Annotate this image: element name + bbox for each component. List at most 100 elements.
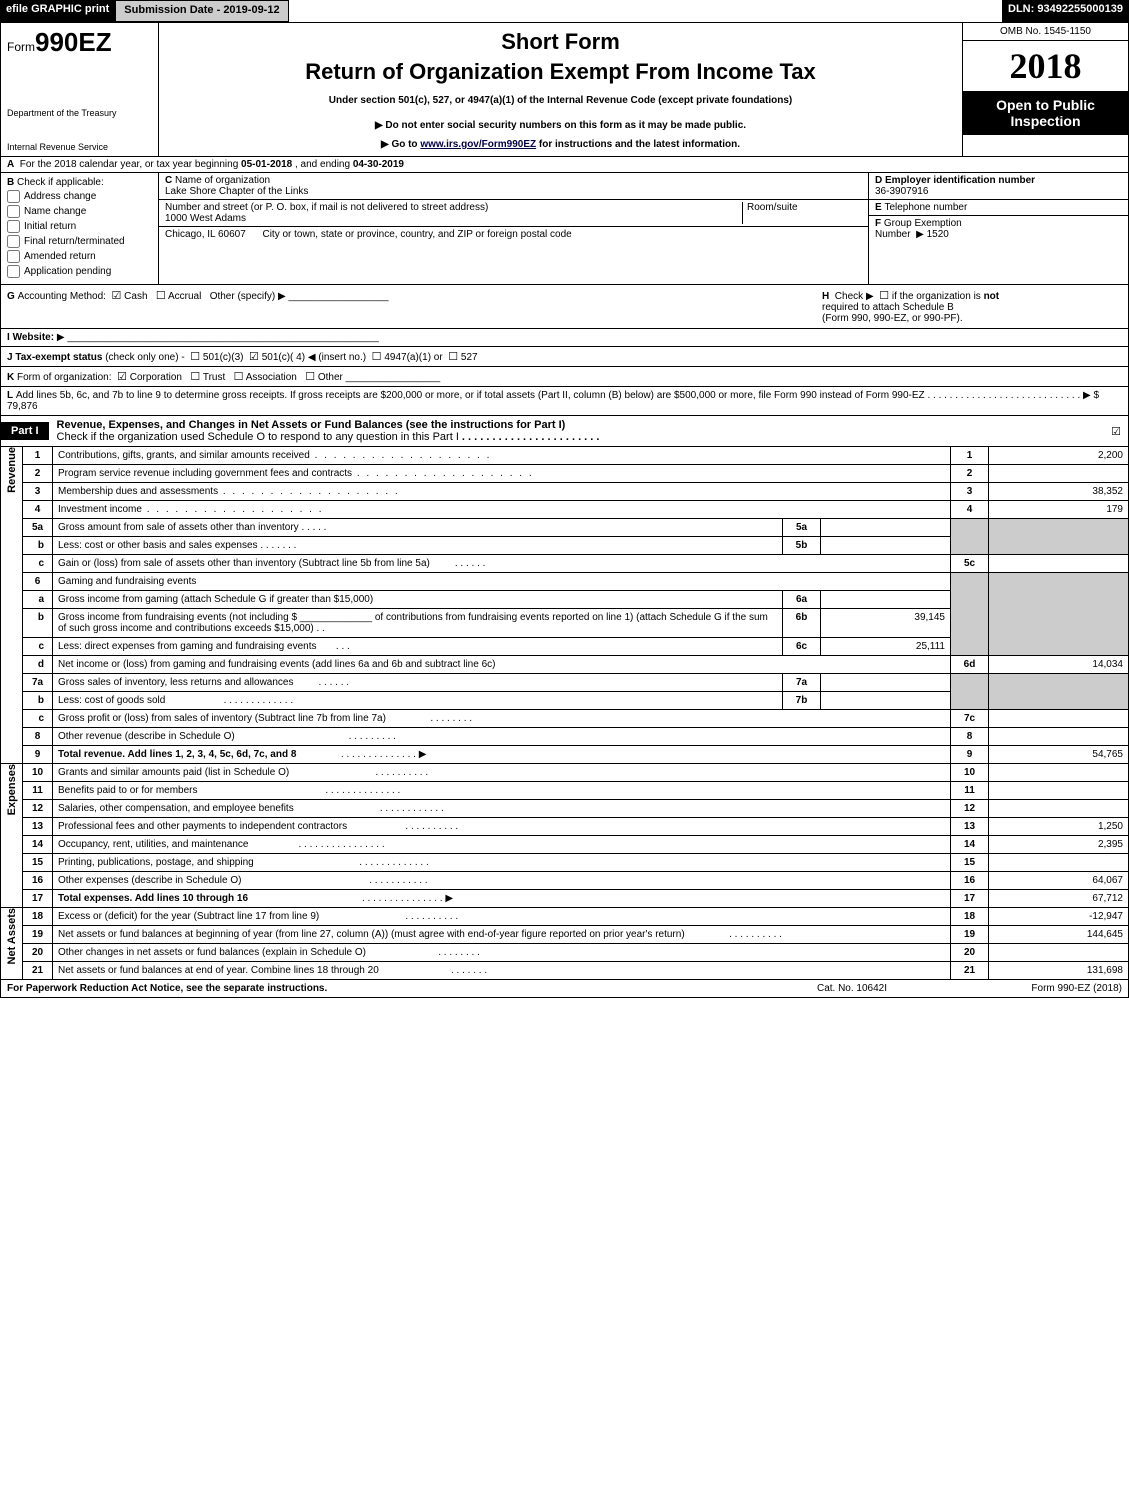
col-b-label: B bbox=[7, 177, 14, 188]
k-label: K bbox=[7, 372, 14, 383]
revenue-section: Revenue 1 Contributions, gifts, grants, … bbox=[0, 447, 1129, 764]
cb-address-change-input[interactable] bbox=[7, 190, 20, 203]
line-7b-sv bbox=[821, 692, 951, 710]
goto-link[interactable]: www.irs.gov/Form990EZ bbox=[420, 139, 536, 150]
cb-trust[interactable] bbox=[190, 372, 200, 383]
line-7c-val bbox=[989, 710, 1129, 728]
line-10-desc-text: Grants and similar amounts paid (list in… bbox=[58, 767, 289, 778]
cb-final-return-input[interactable] bbox=[7, 235, 20, 248]
top-spacer bbox=[289, 0, 1002, 22]
other-label: Other (specify) bbox=[210, 291, 276, 302]
website-arrow-icon bbox=[57, 332, 67, 343]
cb-h[interactable] bbox=[879, 291, 889, 302]
line-6a-num: a bbox=[23, 591, 53, 609]
shaded-5ab-val bbox=[989, 519, 1129, 555]
line-12-desc-text: Salaries, other compensation, and employ… bbox=[58, 803, 294, 814]
cb-527[interactable] bbox=[448, 352, 458, 363]
g-label: G bbox=[7, 291, 15, 302]
row-a-text1: For the 2018 calendar year, or tax year … bbox=[20, 159, 241, 170]
cb-corp[interactable] bbox=[117, 372, 127, 383]
line-16: 16 Other expenses (describe in Schedule … bbox=[23, 872, 1129, 890]
insert-no-label: (insert no.) bbox=[318, 352, 366, 363]
line-17-rn: 17 bbox=[951, 890, 989, 908]
line-8-rn: 8 bbox=[951, 728, 989, 746]
cb-application-pending-label: Application pending bbox=[24, 266, 111, 277]
col-e-label: E bbox=[875, 202, 882, 213]
cb-application-pending-input[interactable] bbox=[7, 265, 20, 278]
line-3-rn: 3 bbox=[951, 483, 989, 501]
line-2-desc: Program service revenue including govern… bbox=[53, 465, 951, 483]
cb-initial-return-input[interactable] bbox=[7, 220, 20, 233]
line-14: 14 Occupancy, rent, utilities, and maint… bbox=[23, 836, 1129, 854]
cb-initial-return[interactable]: Initial return bbox=[7, 220, 152, 233]
line-13-num: 13 bbox=[23, 818, 53, 836]
form-of-org-label: Form of organization: bbox=[17, 372, 112, 383]
group-number: 1520 bbox=[927, 229, 949, 240]
row-i-website: I Website: _____________________________… bbox=[0, 329, 1129, 347]
row-a-tax-year: A For the 2018 calendar year, or tax yea… bbox=[0, 157, 1129, 173]
under-section: Under section 501(c), 527, or 4947(a)(1)… bbox=[167, 95, 954, 106]
line-4-val: 179 bbox=[989, 501, 1129, 519]
line-10-val bbox=[989, 764, 1129, 782]
line-6d-num: d bbox=[23, 656, 53, 674]
line-6: 6 Gaming and fundraising events bbox=[23, 573, 1129, 591]
cb-assoc[interactable] bbox=[234, 372, 244, 383]
line-5a: 5a Gross amount from sale of assets othe… bbox=[23, 519, 1129, 537]
line-6c-num: c bbox=[23, 638, 53, 656]
line-7b-desc: Less: cost of goods sold . . . . . . . .… bbox=[53, 692, 783, 710]
street-left: Number and street (or P. O. box, if mail… bbox=[165, 202, 742, 224]
i-label: I bbox=[7, 332, 10, 343]
line-5a-desc: Gross amount from sale of assets other t… bbox=[53, 519, 783, 537]
line-7a-num: 7a bbox=[23, 674, 53, 692]
cb-accrual[interactable] bbox=[156, 291, 166, 302]
cb-name-change-input[interactable] bbox=[7, 205, 20, 218]
line-6b-sn: 6b bbox=[783, 609, 821, 638]
tax-exempt-label: Tax-exempt status bbox=[15, 352, 102, 363]
line-21-desc-text: Net assets or fund balances at end of ye… bbox=[58, 965, 379, 976]
line-1-rn: 1 bbox=[951, 447, 989, 465]
line-7a-desc-text: Gross sales of inventory, less returns a… bbox=[58, 677, 293, 688]
line-16-rn: 16 bbox=[951, 872, 989, 890]
line-19-desc-text: Net assets or fund balances at beginning… bbox=[58, 929, 685, 940]
submission-date-label: Submission Date - 2019-09-12 bbox=[115, 0, 288, 22]
cb-other-org[interactable] bbox=[305, 372, 315, 383]
part-1-title: Revenue, Expenses, and Changes in Net As… bbox=[49, 416, 1104, 446]
line-18-desc-text: Excess or (deficit) for the year (Subtra… bbox=[58, 911, 319, 922]
accrual-label: Accrual bbox=[168, 291, 201, 302]
header-right: OMB No. 1545-1150 2018 Open to Public In… bbox=[962, 23, 1128, 156]
j-label: J bbox=[7, 352, 13, 363]
cb-cash[interactable] bbox=[112, 291, 122, 302]
cb-amended-return-input[interactable] bbox=[7, 250, 20, 263]
revenue-table: 1 Contributions, gifts, grants, and simi… bbox=[22, 447, 1129, 764]
dln-label: DLN: 93492255000139 bbox=[1002, 0, 1129, 22]
cb-application-pending[interactable]: Application pending bbox=[7, 265, 152, 278]
line-9-num: 9 bbox=[23, 746, 53, 764]
line-13: 13 Professional fees and other payments … bbox=[23, 818, 1129, 836]
cb-501c4[interactable] bbox=[249, 352, 259, 363]
cb-name-change[interactable]: Name change bbox=[7, 205, 152, 218]
line-18-desc: Excess or (deficit) for the year (Subtra… bbox=[53, 908, 951, 926]
row-g-h: G Accounting Method: Cash Accrual Other … bbox=[0, 285, 1129, 329]
line-13-desc: Professional fees and other payments to … bbox=[53, 818, 951, 836]
line-10: 10 Grants and similar amounts paid (list… bbox=[23, 764, 1129, 782]
part-1-checkbox[interactable] bbox=[1104, 425, 1128, 438]
cb-4947a1[interactable] bbox=[372, 352, 382, 363]
cb-amended-return[interactable]: Amended return bbox=[7, 250, 152, 263]
line-3-desc-text: Membership dues and assessments bbox=[58, 486, 400, 497]
line-12-num: 12 bbox=[23, 800, 53, 818]
row-j-tax-status: J Tax-exempt status (check only one) - 5… bbox=[0, 347, 1129, 367]
line-7a-desc: Gross sales of inventory, less returns a… bbox=[53, 674, 783, 692]
room-label: Room/suite bbox=[747, 202, 798, 213]
part-1-check-icon bbox=[1111, 427, 1121, 438]
other-arrow-icon bbox=[278, 291, 288, 302]
cb-501c3[interactable] bbox=[190, 352, 200, 363]
line-9-val: 54,765 bbox=[989, 746, 1129, 764]
city-label: City or town, state or province, country… bbox=[262, 229, 571, 240]
line-11-num: 11 bbox=[23, 782, 53, 800]
line-3-num: 3 bbox=[23, 483, 53, 501]
cb-address-change[interactable]: Address change bbox=[7, 190, 152, 203]
line-7b-num: b bbox=[23, 692, 53, 710]
efile-print-button[interactable]: efile GRAPHIC print bbox=[0, 0, 115, 22]
line-5c-num: c bbox=[23, 555, 53, 573]
cb-final-return[interactable]: Final return/terminated bbox=[7, 235, 152, 248]
